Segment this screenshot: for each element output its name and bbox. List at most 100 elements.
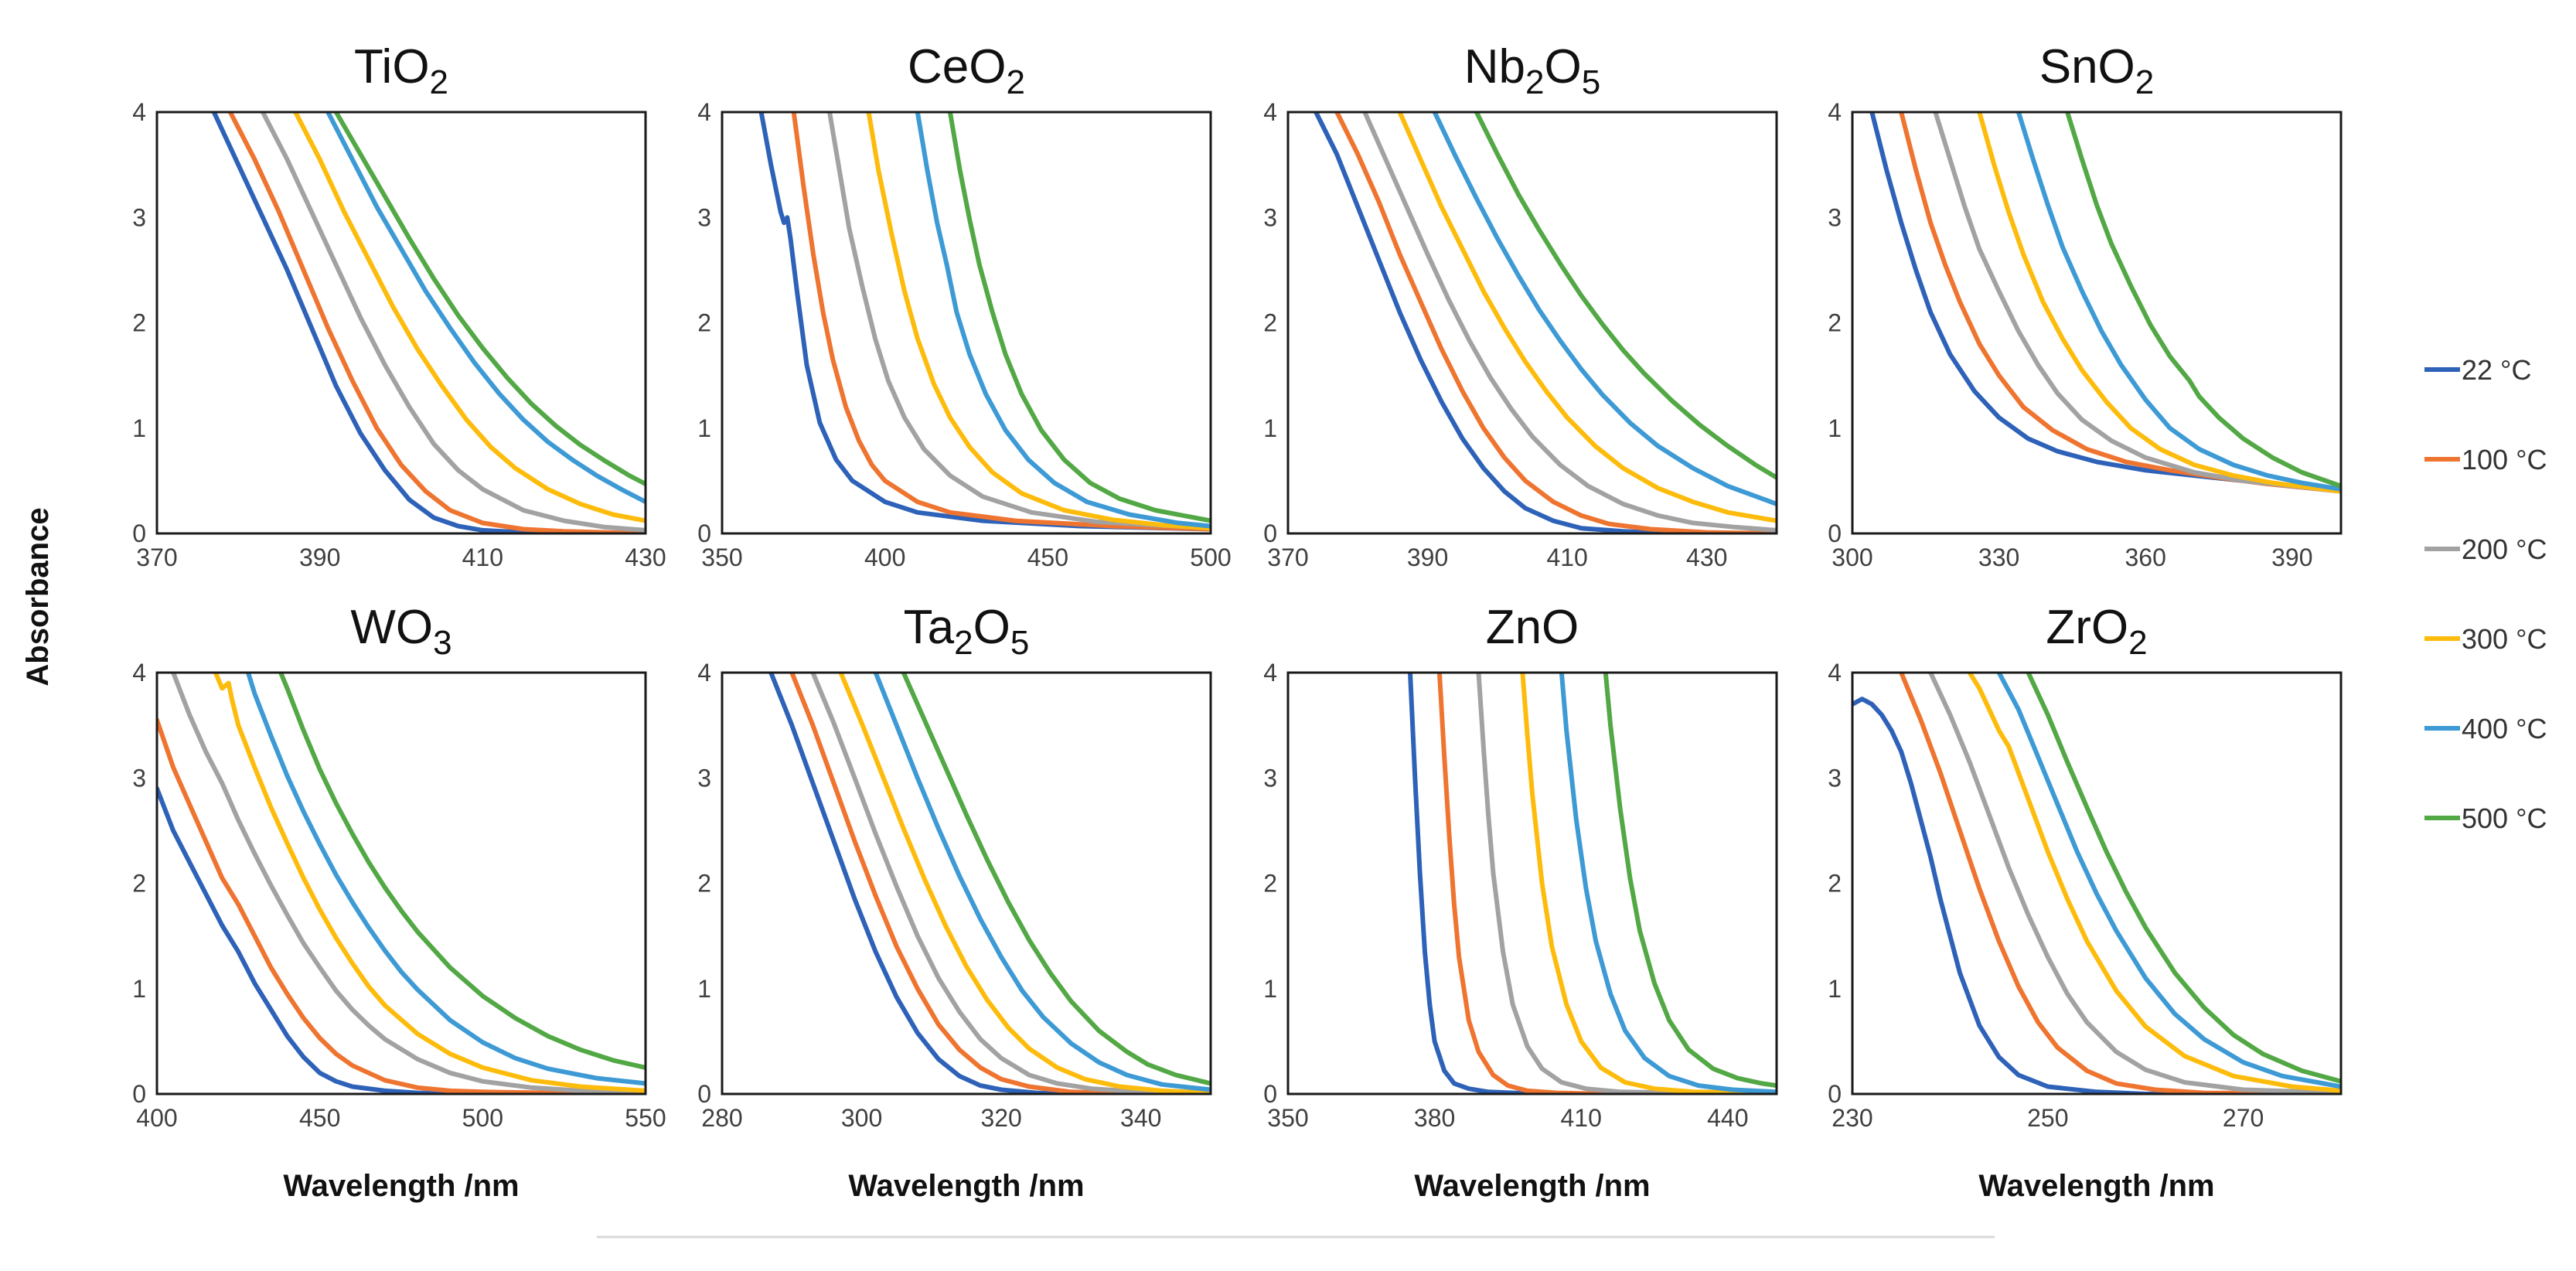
series-line	[278, 673, 646, 1070]
series-line	[791, 112, 1211, 532]
legend-label: 200 °C	[2462, 533, 2547, 565]
panel-title: Ta2O5	[904, 601, 1030, 662]
panel-4: 0 1 2 3 4 400 450 500 550 WO3 Wavelength /nm	[132, 601, 666, 1203]
x-tick-label: 230	[1831, 1104, 1872, 1132]
series-group	[758, 112, 1211, 532]
series-line	[1474, 112, 1777, 480]
legend-label: 400 °C	[2462, 713, 2547, 745]
panel-1: 0 1 2 3 4 350 400 450 500 CeO2	[697, 40, 1231, 571]
y-tick-label: 1	[697, 414, 711, 442]
series-line	[1408, 673, 1777, 1094]
x-tick-label: 400	[864, 543, 905, 571]
series-line	[1996, 673, 2341, 1089]
y-tick-label: 4	[132, 98, 146, 126]
legend-item: 100 °C	[2424, 444, 2547, 475]
y-tick-label: 1	[132, 975, 146, 1003]
panel-title: Nb2O5	[1464, 40, 1600, 101]
series-group	[1408, 673, 1777, 1094]
series-group	[157, 673, 646, 1094]
series-line	[1334, 112, 1777, 533]
panel-title: TiO2	[354, 40, 448, 101]
legend: 22 °C 100 °C 200 °C 300 °C 400 °C 500 °C	[2424, 354, 2547, 834]
panel-title: SnO2	[2039, 40, 2155, 101]
y-tick-label: 1	[132, 414, 146, 442]
legend-item: 500 °C	[2424, 802, 2547, 834]
legend-item: 200 °C	[2424, 533, 2547, 565]
series-line	[260, 112, 646, 533]
legend-label: 22 °C	[2462, 354, 2531, 386]
x-tick-label: 440	[1707, 1104, 1748, 1132]
x-tick-label: 360	[2125, 543, 2166, 571]
y-tick-label: 0	[697, 1080, 711, 1108]
y-tick-label: 3	[132, 764, 146, 792]
y-tick-label: 2	[697, 309, 711, 337]
y-tick-label: 4	[697, 98, 711, 126]
y-tick-label: 1	[1828, 975, 1842, 1003]
series-line	[827, 112, 1211, 531]
y-tick-label: 3	[697, 764, 711, 792]
x-tick-label: 280	[701, 1104, 742, 1132]
series-line	[901, 673, 1211, 1086]
y-tick-label: 1	[697, 975, 711, 1003]
y-tick-label: 3	[1828, 764, 1842, 792]
series-group	[211, 112, 646, 533]
y-tick-label: 3	[1263, 764, 1277, 792]
y-tick-label: 0	[697, 520, 711, 547]
series-line	[1603, 673, 1777, 1089]
x-tick-label: 300	[1831, 543, 1872, 571]
series-line	[838, 673, 1211, 1094]
plot-frame	[1286, 671, 1778, 1096]
x-axis-label: Wavelength /nm	[1414, 1169, 1650, 1203]
y-tick-label: 3	[1263, 203, 1277, 231]
x-tick-label: 340	[1120, 1104, 1161, 1132]
x-tick-label: 390	[1407, 543, 1448, 571]
series-line	[1397, 112, 1777, 523]
series-line	[293, 112, 646, 523]
series-line	[1432, 112, 1777, 506]
series-line	[947, 112, 1211, 523]
panel-6: 0 1 2 3 4 350 380 410 440 ZnO Wavelength /nm	[1263, 601, 1778, 1203]
series-line	[2026, 673, 2341, 1084]
y-tick-label: 2	[1263, 309, 1277, 337]
plot-frame	[721, 111, 1212, 535]
y-tick-label: 4	[1263, 659, 1277, 687]
x-tick-label: 350	[1267, 1104, 1308, 1132]
series-line	[333, 112, 646, 486]
y-tick-label: 1	[1828, 414, 1842, 442]
panel-title: CeO2	[908, 40, 1025, 101]
plot-frame	[155, 111, 647, 535]
x-tick-label: 450	[299, 1104, 340, 1132]
y-tick-label: 3	[697, 203, 711, 231]
x-tick-label: 550	[625, 1104, 666, 1132]
series-line	[758, 112, 1211, 532]
series-line	[866, 112, 1211, 531]
series-line	[1436, 673, 1777, 1094]
series-line	[1476, 673, 1777, 1094]
series-group	[1314, 112, 1777, 533]
x-tick-label: 390	[2271, 543, 2312, 571]
plot-frame	[1851, 111, 2343, 535]
x-tick-label: 350	[701, 543, 742, 571]
series-group	[1852, 673, 2341, 1094]
x-axis-label: Wavelength /nm	[1978, 1169, 2214, 1203]
legend-item: 22 °C	[2424, 354, 2531, 386]
series-line	[213, 673, 646, 1093]
x-axis-label: Wavelength /nm	[848, 1169, 1084, 1203]
series-line	[157, 785, 646, 1094]
panel-title: ZnO	[1486, 601, 1579, 654]
x-tick-label: 300	[841, 1104, 882, 1132]
series-line	[171, 673, 646, 1094]
plot-frame	[721, 671, 1212, 1096]
series-line	[1899, 673, 2341, 1094]
y-tick-label: 2	[1263, 870, 1277, 898]
series-line	[1520, 673, 1777, 1094]
x-tick-label: 250	[2027, 1104, 2068, 1132]
y-tick-label: 0	[1263, 520, 1277, 547]
y-tick-label: 3	[1828, 203, 1842, 231]
series-line	[789, 673, 1211, 1094]
y-tick-label: 0	[132, 520, 146, 547]
y-tick-label: 2	[132, 870, 146, 898]
y-tick-label: 0	[132, 1080, 146, 1108]
